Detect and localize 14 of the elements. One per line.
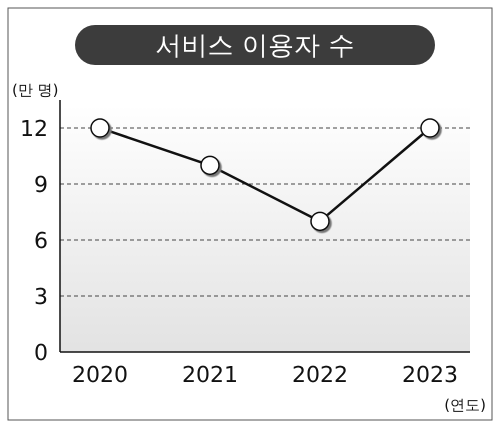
- y-tick-label: 3: [34, 285, 48, 310]
- x-tick-label: 2021: [182, 363, 238, 388]
- chart-title: 서비스 이용자 수: [156, 31, 354, 61]
- y-tick-label: 6: [34, 229, 48, 254]
- x-tick-label: 2020: [72, 363, 128, 388]
- y-tick-label: 12: [20, 117, 48, 142]
- y-tick-label: 0: [34, 341, 48, 366]
- x-tick-label: 2022: [292, 363, 348, 388]
- point: [310, 212, 330, 232]
- x-tick-label: 2023: [402, 363, 458, 388]
- y-axis-title: (만 명): [12, 81, 58, 99]
- x-axis-title: (연도): [444, 396, 486, 414]
- y-tick-label: 9: [34, 173, 48, 198]
- point: [200, 156, 220, 176]
